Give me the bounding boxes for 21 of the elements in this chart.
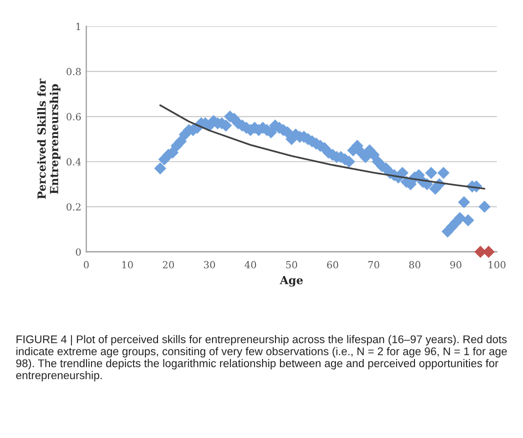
x-tick-label: 70 <box>368 261 380 268</box>
x-tick-label: 80 <box>409 261 420 268</box>
x-tick-label: 0 <box>84 261 89 268</box>
y-tick-label: 0.2 <box>66 203 80 211</box>
x-tick-label: 90 <box>450 261 462 268</box>
x-axis-title: Age <box>280 276 303 287</box>
x-tick-label: 50 <box>286 261 298 268</box>
y-axis-title: Perceived Skills for Entrepreneurship <box>37 78 60 199</box>
x-tick-label: 40 <box>244 261 256 268</box>
x-tick-label: 10 <box>122 261 133 268</box>
line-series <box>159 104 486 190</box>
y-tick-label: 0.4 <box>66 158 81 166</box>
x-tick-label: 30 <box>204 261 215 268</box>
y-tick-label: 0.8 <box>66 68 81 76</box>
y-tick-label: 0 <box>76 248 81 256</box>
y-tick-label: 0.6 <box>66 112 81 120</box>
caption: FIGURE 4 | Plot of perceived skills for entrepreneurship across the lifespan (16–97 years). Red dots indicate extreme age groups, consiting of very few observations (i.e., N = 2 for age 96, N = 1 for age 98). The trendline depicts the logarithmic relationship between age and perceived opportunities for entrepreneurship. <box>16 335 507 382</box>
x-tick-label: 60 <box>327 261 338 268</box>
x-tick-label: 100 <box>488 261 506 268</box>
x-tick-label: 20 <box>162 261 174 268</box>
y-tick-label: 1 <box>76 22 80 30</box>
